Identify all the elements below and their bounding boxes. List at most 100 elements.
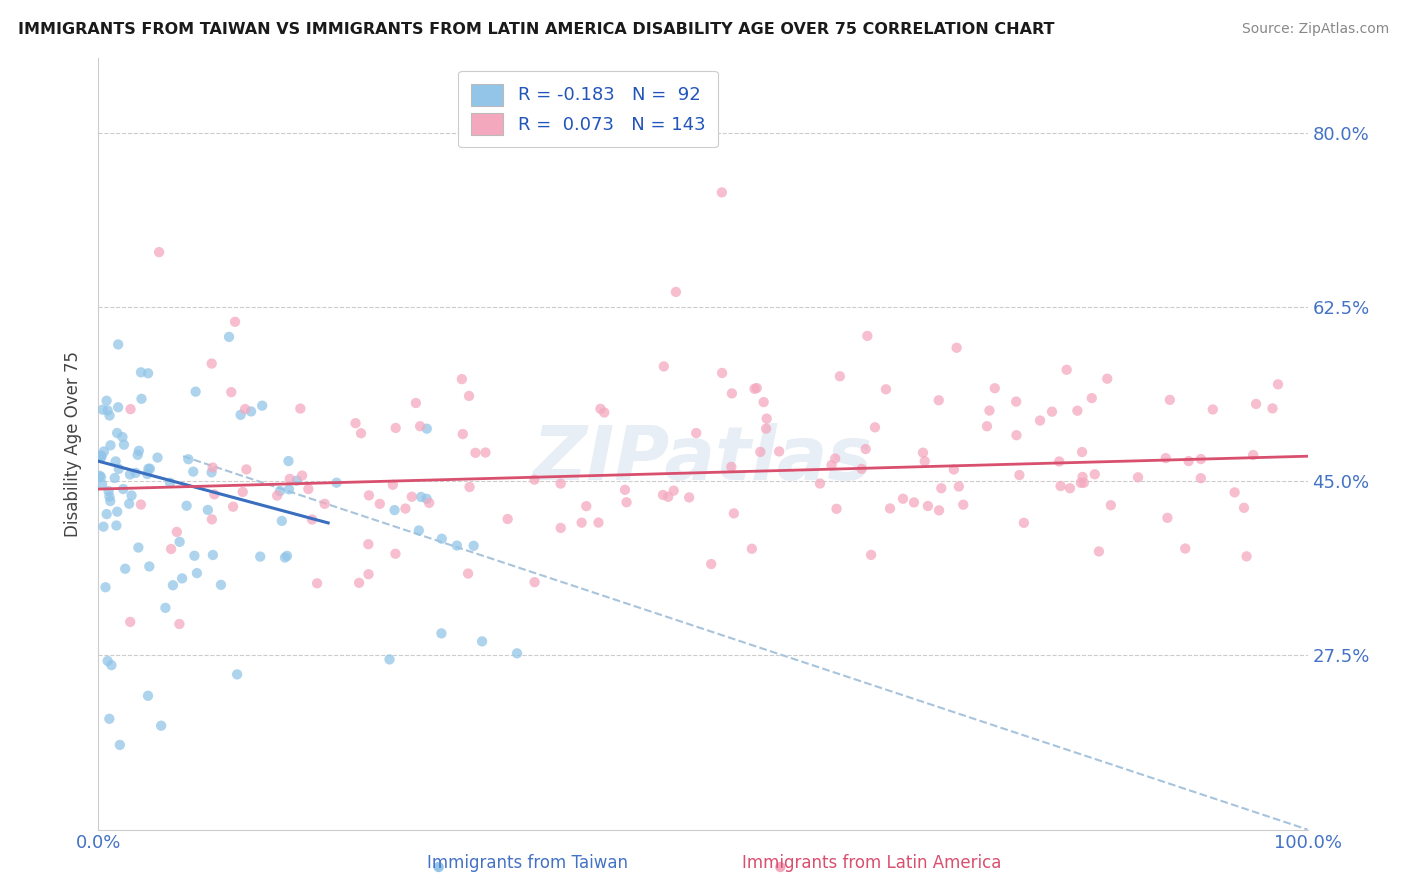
Point xyxy=(1154,451,1177,466)
Point xyxy=(224,315,246,329)
Point xyxy=(409,419,432,434)
Point xyxy=(98,409,121,423)
Point xyxy=(96,393,118,408)
Text: ZIPatlas: ZIPatlas xyxy=(533,423,873,496)
Point xyxy=(105,518,128,533)
Point xyxy=(665,285,688,299)
Point xyxy=(496,512,519,526)
Point xyxy=(471,634,494,648)
Point xyxy=(1012,516,1035,530)
Point xyxy=(91,477,114,491)
Point xyxy=(278,483,301,497)
Point xyxy=(240,404,263,418)
Point xyxy=(1099,498,1122,512)
Point xyxy=(506,646,529,660)
Point xyxy=(120,402,142,417)
Point xyxy=(285,474,308,488)
Point xyxy=(121,488,143,502)
Point xyxy=(278,472,301,486)
Point xyxy=(129,498,152,512)
Point xyxy=(111,430,134,444)
Point xyxy=(357,488,380,502)
Point xyxy=(571,516,593,530)
Point xyxy=(201,357,224,371)
Point xyxy=(948,479,970,493)
Point xyxy=(464,446,486,460)
Point xyxy=(1202,402,1225,417)
Point xyxy=(1056,363,1078,377)
Point xyxy=(307,576,329,591)
Point xyxy=(721,386,744,401)
Point xyxy=(917,499,939,513)
Point xyxy=(291,468,314,483)
Y-axis label: Disability Age Over 75: Disability Age Over 75 xyxy=(65,351,83,537)
Point xyxy=(368,497,391,511)
Point xyxy=(98,494,121,508)
Point xyxy=(118,467,141,482)
Point xyxy=(131,392,153,406)
Point xyxy=(232,484,254,499)
Point xyxy=(700,557,723,571)
Point xyxy=(678,491,700,505)
Point xyxy=(219,385,242,400)
Point xyxy=(430,532,453,546)
Point xyxy=(1233,500,1256,515)
Point xyxy=(235,462,257,476)
Point xyxy=(169,617,191,632)
Point xyxy=(744,382,766,396)
Point xyxy=(523,575,546,590)
Point xyxy=(711,366,734,380)
Point xyxy=(451,427,474,442)
Point xyxy=(855,442,877,456)
Point xyxy=(120,615,142,629)
Point xyxy=(90,470,112,484)
Point xyxy=(1126,470,1149,484)
Point xyxy=(1081,391,1104,405)
Point xyxy=(1047,454,1070,468)
Point xyxy=(769,860,792,874)
Point xyxy=(652,488,675,502)
Point xyxy=(183,549,205,563)
Point xyxy=(172,571,194,585)
Legend: R = -0.183   N =  92, R =  0.073   N = 143: R = -0.183 N = 92, R = 0.073 N = 143 xyxy=(458,70,718,147)
Point xyxy=(575,499,598,513)
Point xyxy=(1261,401,1284,416)
Point xyxy=(1073,475,1095,490)
Point xyxy=(942,462,965,476)
Point xyxy=(357,537,380,551)
Point xyxy=(209,578,232,592)
Point xyxy=(458,389,481,403)
Point xyxy=(394,501,416,516)
Point xyxy=(752,395,775,409)
Point xyxy=(146,450,169,465)
Point xyxy=(201,460,224,475)
Point xyxy=(136,366,159,380)
Point xyxy=(218,330,240,344)
Point xyxy=(979,403,1001,417)
Point xyxy=(928,393,950,408)
Point xyxy=(112,438,135,452)
Point xyxy=(89,468,111,483)
Point xyxy=(222,500,245,514)
Point xyxy=(820,458,842,472)
Point xyxy=(347,575,370,590)
Point xyxy=(127,541,149,555)
Point xyxy=(616,495,638,509)
Point xyxy=(851,462,873,476)
Point xyxy=(523,473,546,487)
Point xyxy=(550,521,572,535)
Point xyxy=(652,359,675,374)
Point xyxy=(450,372,472,386)
Point xyxy=(384,547,406,561)
Point xyxy=(90,449,112,463)
Point xyxy=(952,498,974,512)
Point xyxy=(720,459,742,474)
Point xyxy=(148,245,170,260)
Point xyxy=(159,475,181,490)
Point xyxy=(1008,468,1031,483)
Point xyxy=(1189,471,1212,485)
Point xyxy=(1267,377,1289,392)
Point xyxy=(112,482,135,496)
Point xyxy=(93,519,115,533)
Text: IMMIGRANTS FROM TAIWAN VS IMMIGRANTS FROM LATIN AMERICA DISABILITY AGE OVER 75 C: IMMIGRANTS FROM TAIWAN VS IMMIGRANTS FRO… xyxy=(18,22,1054,37)
